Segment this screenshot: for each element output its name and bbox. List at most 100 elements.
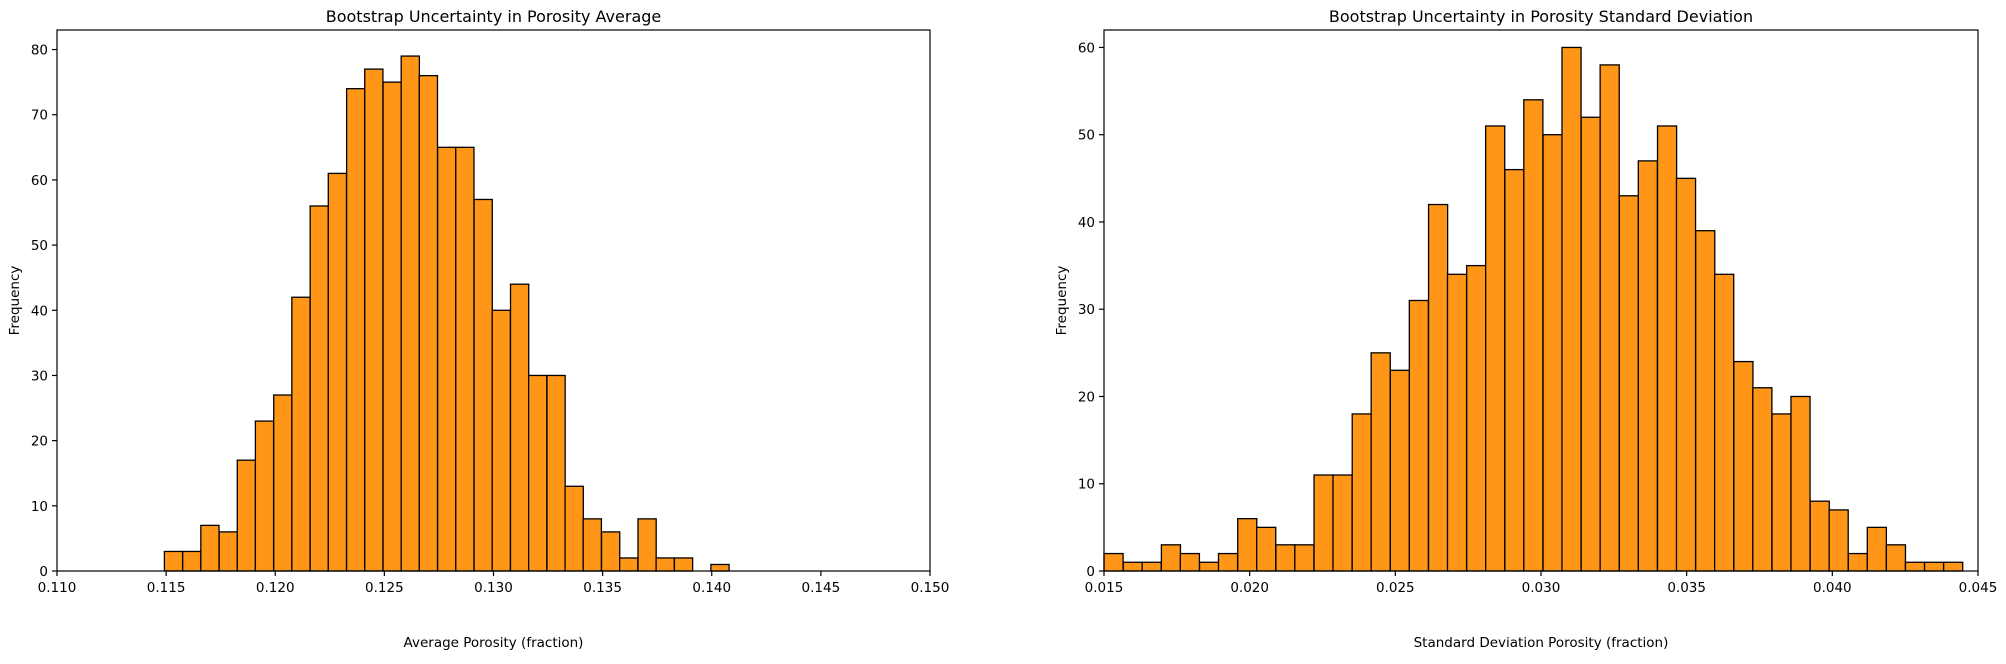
chart-panel-1: 0.110 0.115 0.120 0.125 0.130 0.135 0.140 0.145… [7,7,949,651]
x-tick-label: 0.020 [1230,580,1269,596]
histogram-bar [1542,134,1563,572]
y-tick-label: 40 [1078,215,1095,231]
x-tick-label: 0.110 [38,580,77,596]
y-tick-label: 60 [1078,40,1095,56]
histogram-bar [1847,552,1869,572]
y-tick-label: 70 [31,108,48,124]
histogram-bar [619,557,639,572]
x-axis-label: Average Porosity (fraction) [404,635,584,651]
histogram-bar [600,531,621,572]
histogram-bar [1580,116,1601,572]
x-tick-label: 0.045 [1959,580,1998,596]
histogram-bar [236,459,257,572]
chart-title: Bootstrap Uncertainty in Porosity Averag… [326,7,662,26]
histogram-bar [1122,561,1143,572]
y-axis-label: Frequency [1054,266,1070,336]
histogram-bar [291,296,311,572]
histogram-bar [1713,273,1735,572]
histogram-bar [1198,561,1220,572]
histogram-bar [1179,552,1201,572]
histogram-bar [1237,518,1258,572]
histogram-bar [473,198,493,572]
histogram-bar [1485,125,1506,572]
histogram-bar [1885,544,1907,572]
histogram-bar [1923,561,1945,572]
histogram-bar [1733,360,1754,572]
histogram-bar [1294,544,1315,572]
x-tick-label: 0.130 [474,580,513,596]
chart-title: Bootstrap Uncertainty in Porosity Standa… [1329,7,1753,26]
y-tick-label: 60 [31,173,48,189]
histogram-bar [1160,544,1182,572]
histogram-bar [655,557,675,572]
y-tick-label: 50 [31,238,48,254]
histogram-bar [491,309,512,572]
histogram-bar [710,563,730,572]
histogram-bar [1618,195,1640,572]
histogram-bar [1599,64,1620,572]
histogram-bar [1141,561,1162,572]
histogram-bar [509,283,530,572]
x-tick-label: 0.015 [1085,580,1124,596]
y-tick-label: 30 [1078,302,1095,318]
histogram-bar [1752,387,1773,572]
histogram-bar [1256,526,1277,572]
histogram-bar [1790,395,1811,572]
histogram-bar [1828,509,1849,572]
histogram-bar [163,550,184,572]
histogram-bar [1217,552,1239,572]
x-tick-label: 0.030 [1522,580,1561,596]
histogram-bar [527,374,548,572]
chart-panel-2: 0.015 0.020 0.025 0.030 0.035 0.040 0.045 0 10 20… [1054,7,1997,651]
histogram-bar [637,518,657,572]
x-axis-label: Standard Deviation Porosity (fraction) [1414,635,1669,651]
histogram-bar [1675,177,1697,572]
x-tick-label: 0.150 [911,580,950,596]
x-tick-label: 0.145 [802,580,841,596]
histogram-bar [364,68,384,572]
histogram-bar [1656,125,1678,572]
y-tick-label: 10 [31,499,48,515]
y-tick-label: 40 [31,303,48,319]
x-tick-label: 0.135 [583,580,622,596]
histogram-bar [564,485,584,572]
histogram-bar [400,55,421,572]
histogram-bar [1389,369,1411,572]
histogram-bar [1637,160,1659,572]
histogram-bar [1103,552,1124,572]
x-tick-label: 0.035 [1667,580,1706,596]
histogram-bar [345,88,366,572]
histogram-bar [1904,561,1926,572]
histogram-bar [1771,413,1792,572]
y-tick-label: 10 [1078,477,1095,493]
histogram-bar [200,524,220,572]
histogram-bar [455,146,475,572]
histogram-bar [1427,203,1449,572]
y-tick-label: 30 [31,368,48,384]
x-tick-label: 0.025 [1376,580,1415,596]
histogram-bar [418,74,439,572]
histogram-bar [1332,474,1353,572]
histogram-bar [273,394,293,572]
histogram-bar [1313,474,1334,572]
histogram-bar [1275,544,1296,572]
x-tick-label: 0.120 [256,580,295,596]
histogram-bar [546,374,566,572]
y-axis-label: Frequency [7,266,23,336]
histogram-bar [673,557,694,572]
histogram-bar [1466,264,1487,572]
histogram-bar [182,550,202,572]
histogram-bar [309,205,330,572]
histogram-bar [1351,413,1372,572]
histogram-bar [582,518,603,572]
histogram-bar [254,420,275,572]
histogram-bar [327,172,348,572]
histogram-bar [382,81,402,572]
histogram-bar [1866,526,1888,572]
histogram-bar [1370,352,1391,572]
x-tick-label: 0.115 [147,580,186,596]
histogram-bar [1809,500,1830,572]
x-tick-label: 0.125 [365,580,404,596]
